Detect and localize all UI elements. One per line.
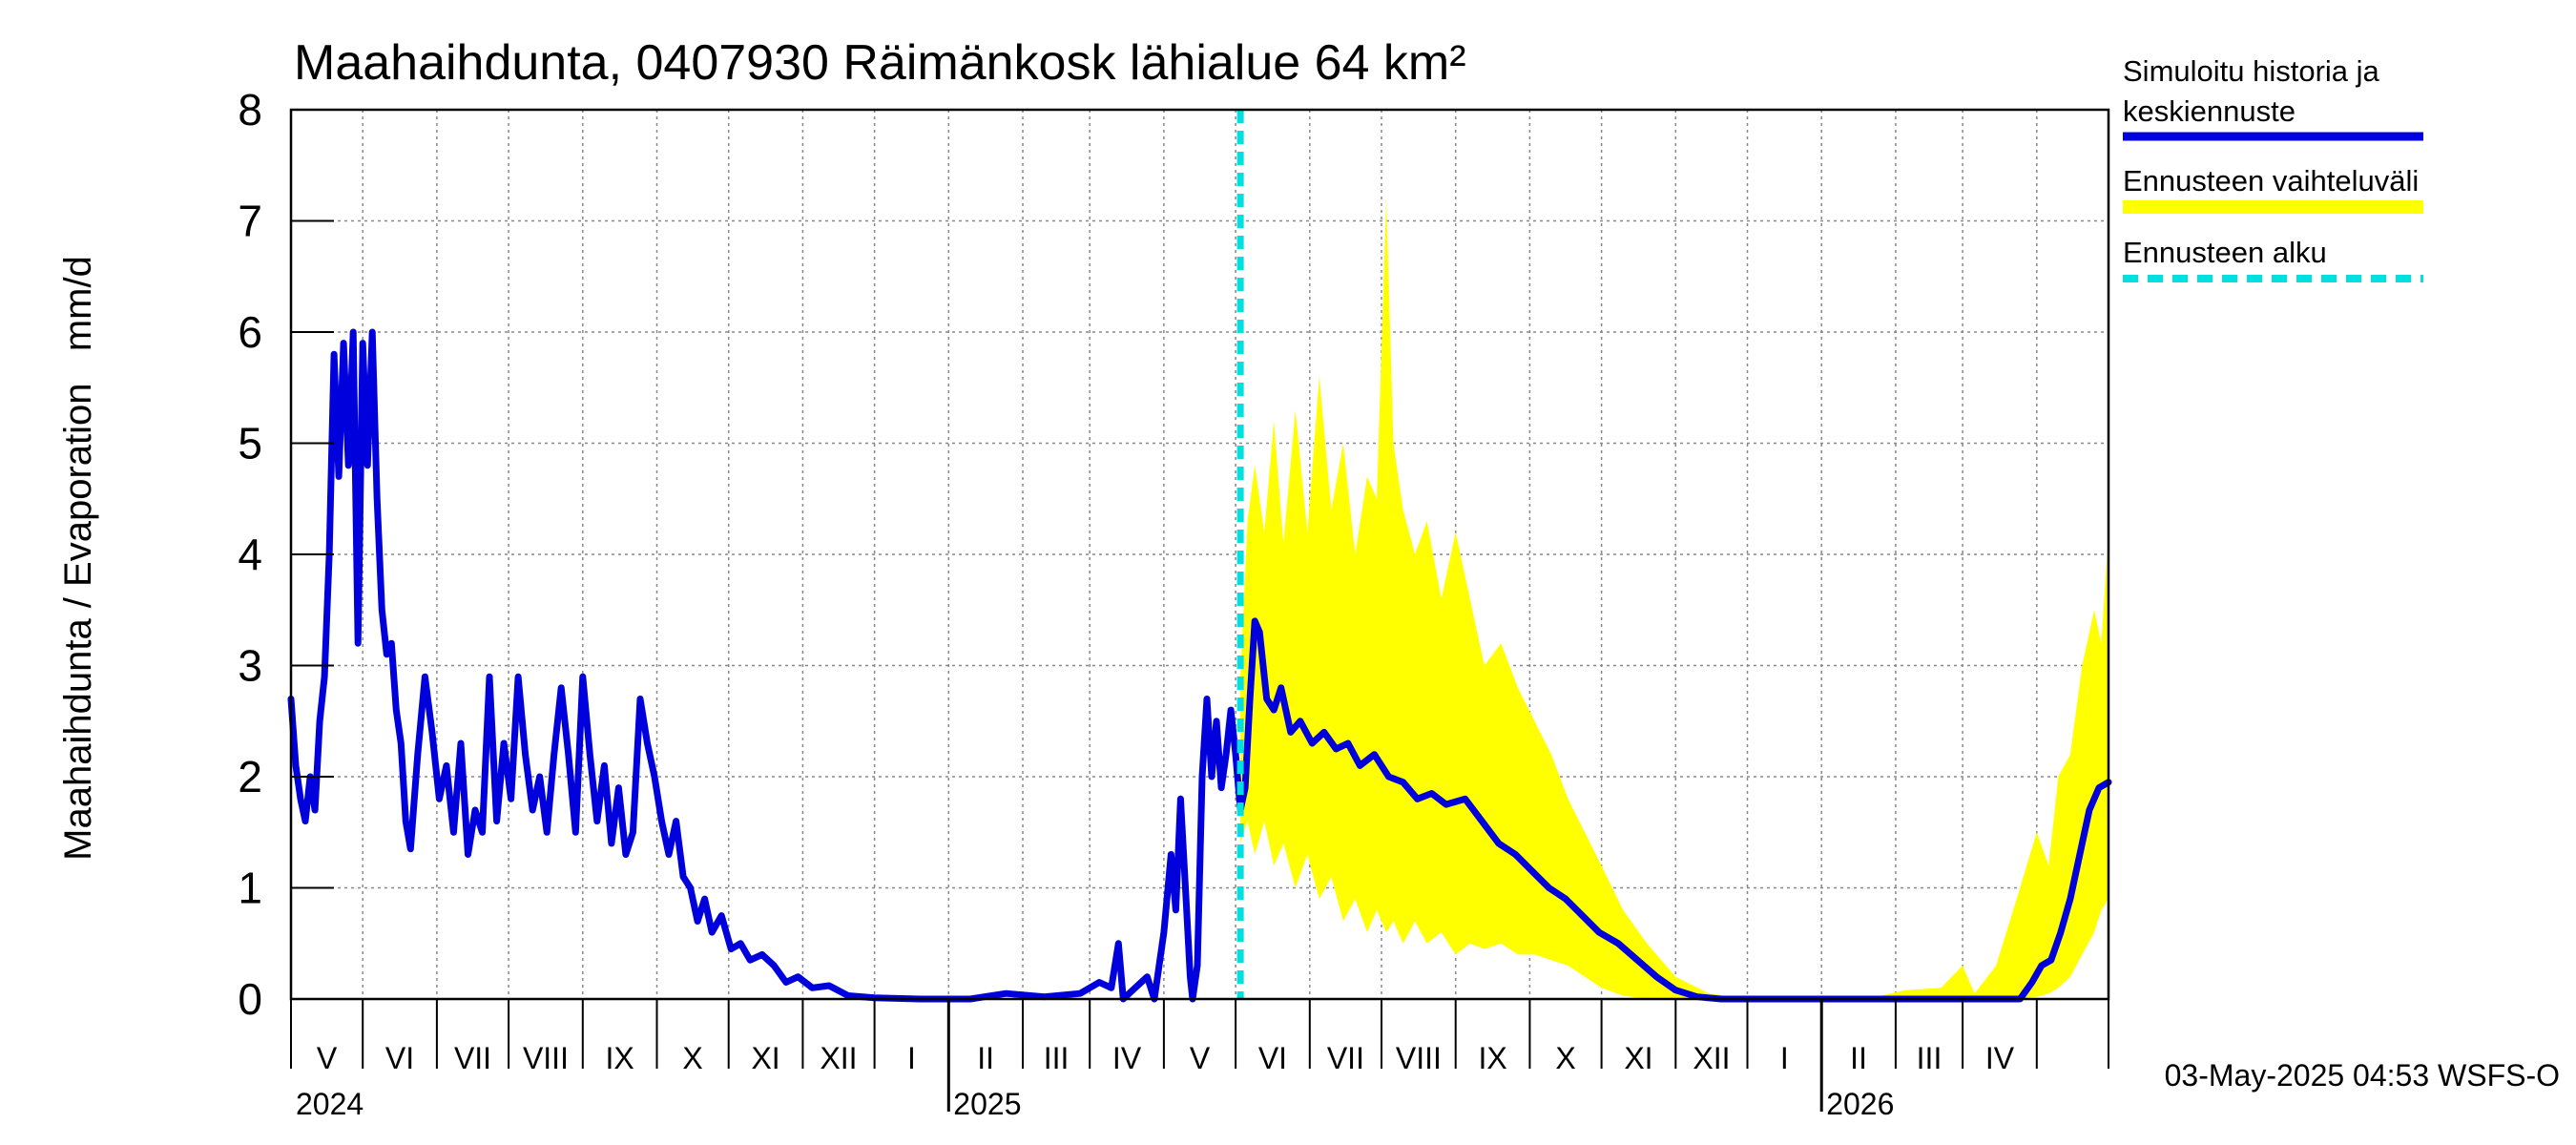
x-axis: V VI VII VIII IX X XI XII I II III IV V VI VII VIII IX X X… xyxy=(290,999,2109,1121)
y-tick-label: 5 xyxy=(238,419,262,468)
month-label: VIII xyxy=(523,1041,569,1075)
series-line xyxy=(287,328,2112,1003)
month-label: VI xyxy=(1258,1041,1287,1075)
month-label: VI xyxy=(385,1041,414,1075)
year-label: 2026 xyxy=(1826,1087,1894,1121)
y-tick-label: 8 xyxy=(238,85,262,135)
month-label: II xyxy=(977,1041,994,1075)
y-tick-label: 2 xyxy=(238,752,262,802)
y-tick-label: 1 xyxy=(238,864,262,913)
series-layer xyxy=(287,328,2112,1003)
month-label: X xyxy=(1555,1041,1575,1075)
month-label: II xyxy=(1850,1041,1867,1075)
month-label: V xyxy=(317,1041,338,1075)
chart-title: Maahaihdunta, 0407930 Räimänkosk lähialu… xyxy=(294,35,1466,91)
forecast-range-band xyxy=(1240,198,2109,999)
year-label: 2025 xyxy=(953,1087,1021,1121)
y-axis: 0 1 2 3 4 5 6 7 8 xyxy=(238,85,334,1024)
month-label: I xyxy=(1780,1041,1789,1075)
y-axis-label: Maahaihdunta / Evaporation mm/d xyxy=(57,256,99,861)
month-label: V xyxy=(1190,1041,1211,1075)
month-label: XI xyxy=(1624,1041,1652,1075)
month-label: VII xyxy=(1327,1041,1364,1075)
month-label: X xyxy=(682,1041,702,1075)
month-label: VII xyxy=(454,1041,491,1075)
month-label: XII xyxy=(820,1041,857,1075)
legend-label-series-line2: keskiennuste xyxy=(2123,94,2296,128)
year-label: 2024 xyxy=(296,1087,364,1121)
y-tick-label: 4 xyxy=(238,530,262,579)
footer-timestamp: 03-May-2025 04:53 WSFS-O xyxy=(2165,1058,2560,1093)
month-label: IV xyxy=(1112,1041,1142,1075)
forecast-band-area xyxy=(1240,198,2109,999)
month-label: IV xyxy=(1985,1041,2015,1075)
month-label: IX xyxy=(606,1041,634,1075)
y-tick-label: 3 xyxy=(238,641,262,691)
month-label: III xyxy=(1044,1041,1070,1075)
legend-label-band: Ennusteen vaihteluväli xyxy=(2123,164,2419,198)
y-tick-label: 7 xyxy=(238,197,262,246)
legend-label-forecast-start: Ennusteen alku xyxy=(2123,236,2327,269)
month-label: VIII xyxy=(1396,1041,1442,1075)
y-tick-label: 6 xyxy=(238,307,262,357)
legend-label-series-line1: Simuloitu historia ja xyxy=(2123,54,2380,88)
y-tick-label: 0 xyxy=(238,974,262,1024)
month-label: III xyxy=(1917,1041,1942,1075)
legend: Simuloitu historia ja keskiennuste Ennus… xyxy=(2123,54,2423,282)
month-label: XI xyxy=(751,1041,779,1075)
month-label: XII xyxy=(1693,1041,1730,1075)
month-label: I xyxy=(907,1041,916,1075)
month-label: IX xyxy=(1478,1041,1506,1075)
